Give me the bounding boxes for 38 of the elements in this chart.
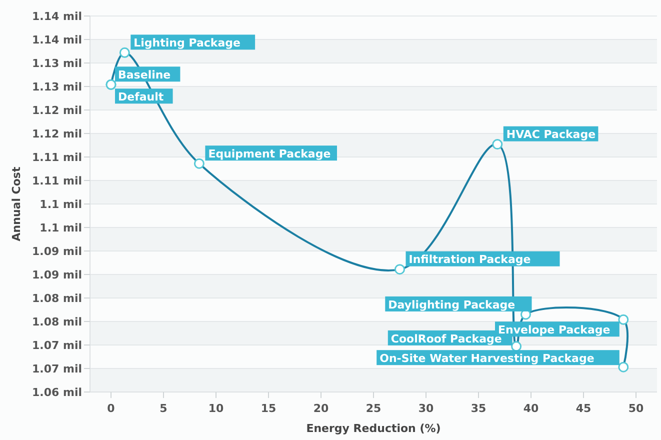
y-tick-label: 1.07 mil	[32, 338, 82, 352]
x-tick-label: 25	[366, 402, 382, 415]
x-tick-label: 10	[208, 402, 224, 415]
x-tick-label: 5	[160, 402, 168, 415]
y-tick-label: 1.14 mil	[32, 33, 82, 46]
x-tick-label: 45	[576, 402, 592, 415]
annotation: On-Site Water Harvesting Package	[380, 352, 594, 365]
y-tick-label: 1.08 mil	[32, 292, 82, 305]
y-tick-label: 1.08 mil	[32, 315, 82, 328]
x-tick-label: 0	[107, 402, 116, 415]
annotation: Equipment Package	[208, 147, 331, 160]
x-tick-label: 50	[628, 402, 644, 415]
y-tick-label: 1.12 mil	[32, 104, 82, 117]
x-tick-label: 35	[470, 402, 486, 415]
y-tick-label: 1.09 mil	[32, 268, 82, 282]
y-tick-label: 1.1 mil	[40, 198, 82, 211]
y-axis-title: Annual Cost	[10, 166, 23, 242]
y-tick-label: 1.13 mil	[32, 80, 82, 94]
y-tick-label: 1.11 mil	[32, 150, 82, 164]
annotation: Default	[118, 90, 164, 104]
y-tick-label: 1.06 mil	[32, 386, 82, 399]
x-tick-label: 15	[260, 402, 276, 415]
x-tick-label: 20	[313, 402, 329, 415]
y-tick-label: 1.07 mil	[32, 362, 82, 376]
y-tick-label: 1.12 mil	[32, 127, 82, 140]
x-tick-label: 40	[523, 402, 539, 415]
y-tick-label: 1.09 mil	[32, 244, 82, 258]
x-axis-title: Energy Reduction (%)	[306, 422, 441, 435]
annotation: Daylighting Package	[388, 298, 516, 312]
x-tick-label: 30	[418, 402, 434, 415]
y-tick-label: 1.14 mil	[32, 10, 82, 23]
annotation: Lighting Package	[134, 36, 240, 50]
annotation: Infiltration Package	[408, 253, 531, 266]
y-tick-label: 1.13 mil	[32, 56, 82, 70]
annotation: Baseline	[118, 68, 171, 82]
y-tick-label: 1.11 mil	[32, 174, 82, 188]
annotation: HVAC Package	[506, 128, 596, 142]
y-tick-label: 1.1 mil	[40, 221, 82, 234]
